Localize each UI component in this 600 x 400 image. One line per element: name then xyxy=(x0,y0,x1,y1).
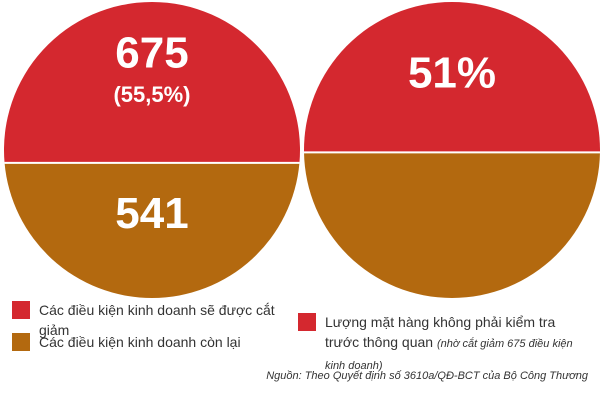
pie-slice xyxy=(4,162,300,298)
pie-slice xyxy=(304,1,600,153)
value-label: 51% xyxy=(408,49,496,98)
legend-note: (nhờ cắt giảm 675 điều kiện kinh doanh) xyxy=(325,338,573,372)
pie-slice xyxy=(304,152,600,298)
source: Nguồn: Theo Quyết định số 3610a/QĐ-BCT c… xyxy=(266,370,588,382)
percent-label: (55,5%) xyxy=(113,82,190,107)
legend-label: Lượng mặt hàng không phải kiểm tra trước… xyxy=(325,314,556,350)
legend-item: Lượng mặt hàng không phải kiểm tra trước… xyxy=(298,312,588,376)
legend-item: Các điều kiện kinh doanh còn lại xyxy=(12,332,297,352)
value-label: 541 xyxy=(115,189,188,238)
legend-swatch xyxy=(12,301,30,319)
legend-item: Các điều kiện kinh doanh sẽ được cắt giả… xyxy=(12,300,297,340)
legend-text: Lượng mặt hàng không phải kiểm tra trước… xyxy=(325,312,588,376)
legend-text: Các điều kiện kinh doanh còn lại xyxy=(39,332,241,352)
pie-slice xyxy=(3,1,300,163)
legend-label: Các điều kiện kinh doanh sẽ được cắt giả… xyxy=(39,302,275,338)
legend-text: Các điều kiện kinh doanh sẽ được cắt giả… xyxy=(39,300,297,340)
legend-swatch xyxy=(12,333,30,351)
legend-swatch xyxy=(298,313,316,331)
legend-label: Các điều kiện kinh doanh còn lại xyxy=(39,334,241,350)
value-label: 675 xyxy=(115,29,188,78)
